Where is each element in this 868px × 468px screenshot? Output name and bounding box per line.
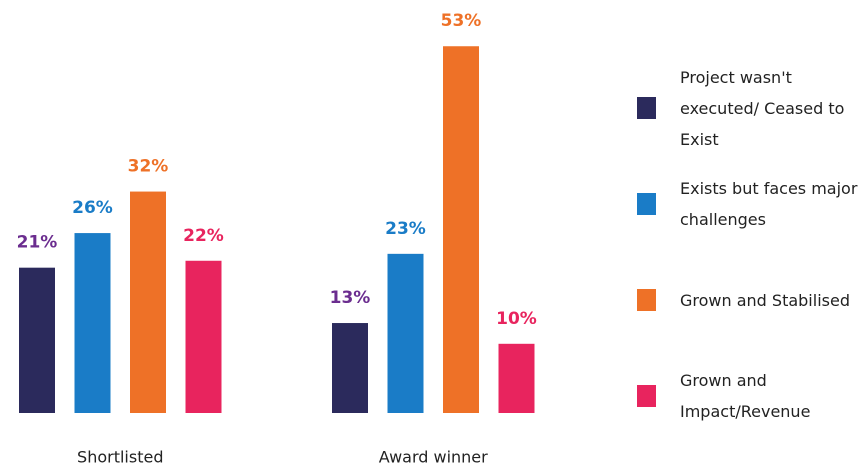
bar xyxy=(19,267,55,413)
legend-swatch xyxy=(637,97,656,119)
bar xyxy=(332,323,368,413)
value-label: 10% xyxy=(496,309,537,329)
bar xyxy=(498,343,535,413)
legend-swatch xyxy=(637,289,656,311)
value-label: 21% xyxy=(17,233,58,253)
legend-item: Exists but faces major challenges xyxy=(637,156,868,252)
legend-swatch xyxy=(637,385,656,407)
category-label: Shortlisted xyxy=(77,448,163,467)
value-label: 22% xyxy=(183,226,224,246)
legend-label: Project wasn't executed/ Ceased to Exist xyxy=(680,67,845,149)
value-label: 13% xyxy=(330,288,371,308)
legend: Project wasn't executed/ Ceased to Exist… xyxy=(637,60,868,444)
legend-swatch xyxy=(637,193,656,215)
bar xyxy=(185,260,222,413)
legend-label: Grown and Stabilised xyxy=(680,290,850,310)
legend-item: Project wasn't executed/ Ceased to Exist xyxy=(637,60,868,156)
value-label: 32% xyxy=(128,157,169,177)
category-label: Award winner xyxy=(379,448,488,467)
legend-item: Grown and Impact/Revenue xyxy=(637,348,868,444)
chart: Shortlisted 21% 26% 32% 22% Award winner 13% 23… xyxy=(17,11,537,467)
legend-item: Grown and Stabilised xyxy=(637,252,868,348)
value-label: 53% xyxy=(441,11,482,31)
legend-label: Grown and Impact/Revenue xyxy=(680,371,811,421)
bar xyxy=(387,253,424,413)
legend-label: Exists but faces major challenges xyxy=(680,179,858,229)
bar xyxy=(130,191,166,413)
bar xyxy=(74,233,111,413)
value-label: 26% xyxy=(72,198,113,218)
bar xyxy=(443,46,479,414)
value-label: 23% xyxy=(385,219,426,239)
